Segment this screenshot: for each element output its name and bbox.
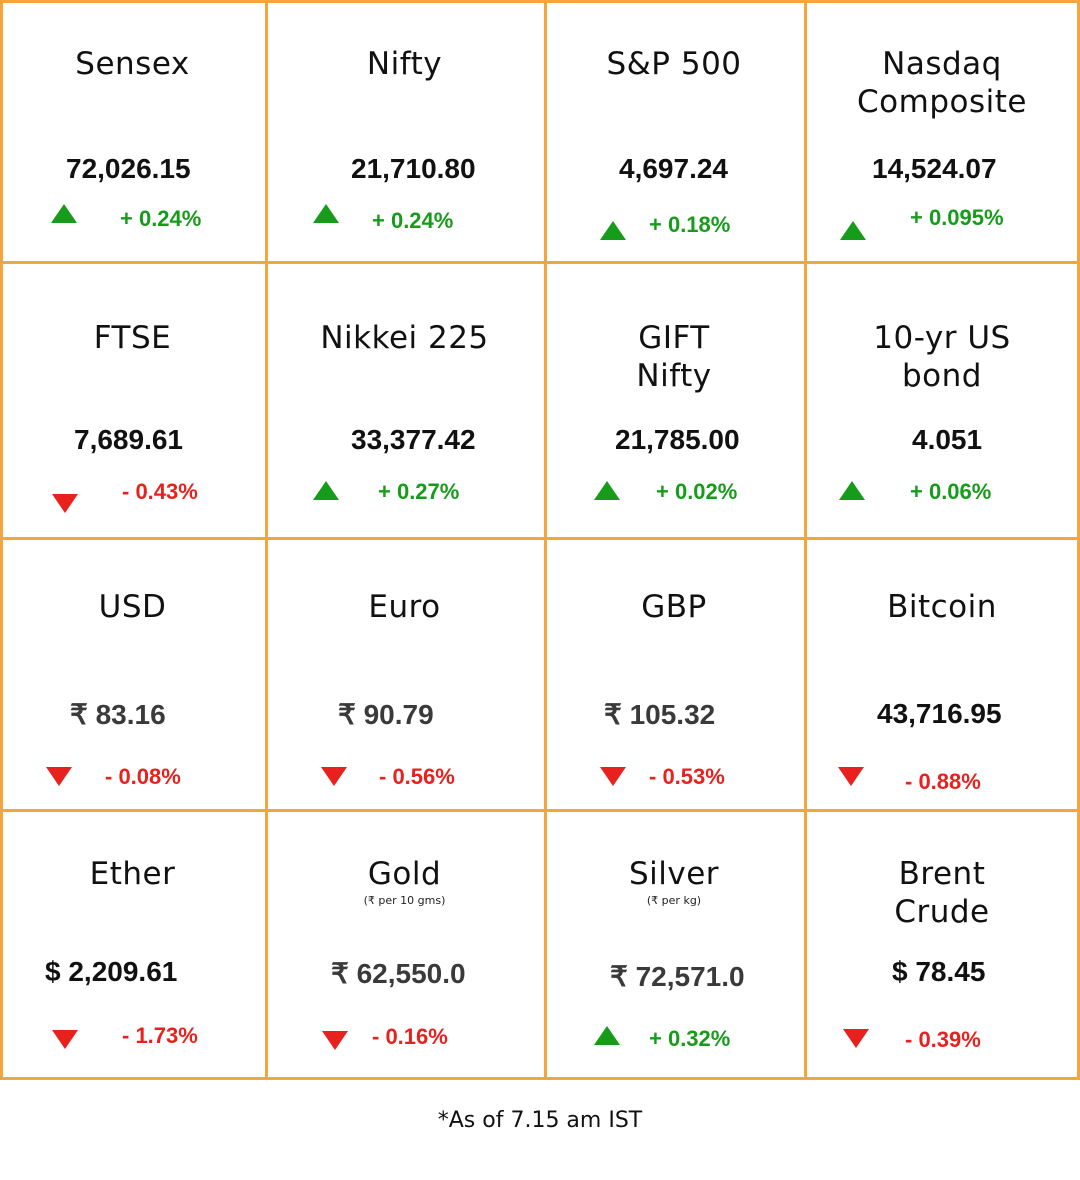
up-arrow-icon bbox=[313, 204, 339, 223]
tile-gbp: GBP ₹ 105.32 - 0.53% bbox=[544, 537, 804, 809]
up-arrow-icon bbox=[840, 221, 866, 240]
tile-title: Sensex bbox=[75, 46, 190, 82]
tile-title: FTSE bbox=[93, 320, 172, 356]
tile-value: ₹ 83.16 bbox=[70, 699, 166, 730]
tile-change: + 0.02% bbox=[656, 479, 738, 504]
tile-title: Nasdaq bbox=[882, 46, 1002, 82]
down-arrow-icon bbox=[600, 767, 626, 786]
tile-title: 10-yr US bbox=[873, 320, 1011, 356]
tile-change: + 0.095% bbox=[910, 205, 1004, 230]
tile-sensex: Sensex 72,026.15 + 0.24% bbox=[0, 0, 265, 261]
tile-value: ₹ 72,571.0 bbox=[610, 961, 745, 992]
tile-title-line2: Nifty bbox=[636, 358, 712, 394]
down-arrow-icon bbox=[52, 1030, 78, 1049]
timestamp-footnote: *As of 7.15 am IST bbox=[437, 1108, 643, 1133]
tile-value: 14,524.07 bbox=[872, 153, 997, 184]
tile-title: GBP bbox=[641, 589, 707, 625]
up-arrow-icon bbox=[594, 481, 620, 500]
tile-euro: Euro ₹ 90.79 - 0.56% bbox=[265, 537, 544, 809]
tile-title: GIFT bbox=[638, 320, 710, 356]
tile-change: - 0.08% bbox=[105, 764, 181, 789]
tile-value: 21,710.80 bbox=[351, 153, 476, 184]
tile-change: - 0.56% bbox=[379, 764, 455, 789]
tile-title-line2: bond bbox=[902, 358, 982, 394]
tile-nikkei: Nikkei 225 33,377.42 + 0.27% bbox=[265, 261, 544, 537]
tile-sp500: S&P 500 4,697.24 + 0.18% bbox=[544, 0, 804, 261]
tile-change: - 0.16% bbox=[372, 1024, 448, 1049]
tile-change: - 0.39% bbox=[905, 1027, 981, 1052]
tile-title: Euro bbox=[368, 589, 441, 625]
tile-us-bond: 10-yr US bond 4.051 + 0.06% bbox=[804, 261, 1080, 537]
grid-line bbox=[0, 261, 1080, 264]
tile-change: - 0.88% bbox=[905, 769, 981, 794]
tile-change: + 0.06% bbox=[910, 479, 992, 504]
tile-value: $ 78.45 bbox=[892, 956, 986, 987]
grid-line bbox=[265, 0, 268, 1080]
tile-value: ₹ 105.32 bbox=[604, 699, 716, 730]
tile-value: ₹ 62,550.0 bbox=[331, 958, 466, 989]
up-arrow-icon bbox=[600, 221, 626, 240]
up-arrow-icon bbox=[313, 481, 339, 500]
grid-line bbox=[0, 1077, 1080, 1080]
tile-unit: (₹ per kg) bbox=[646, 894, 702, 907]
tile-change: + 0.18% bbox=[649, 212, 731, 237]
tile-change: - 0.43% bbox=[122, 479, 198, 504]
tile-unit: (₹ per 10 gms) bbox=[363, 894, 446, 907]
up-arrow-icon bbox=[594, 1026, 620, 1045]
tile-title: Bitcoin bbox=[887, 589, 997, 625]
tile-change: - 0.53% bbox=[649, 764, 725, 789]
tile-value: ₹ 90.79 bbox=[338, 699, 434, 730]
tile-value: 33,377.42 bbox=[351, 424, 476, 455]
down-arrow-icon bbox=[843, 1029, 869, 1048]
tile-value: 72,026.15 bbox=[66, 153, 191, 184]
tile-gift-nifty: GIFT Nifty 21,785.00 + 0.02% bbox=[544, 261, 804, 537]
down-arrow-icon bbox=[838, 767, 864, 786]
tile-value: 21,785.00 bbox=[615, 424, 740, 455]
grid-line bbox=[0, 537, 1080, 540]
tile-value: 4.051 bbox=[912, 424, 983, 455]
grid-line bbox=[804, 0, 807, 1080]
tile-bitcoin: Bitcoin 43,716.95 - 0.88% bbox=[804, 537, 1080, 809]
tile-title: Nifty bbox=[366, 46, 443, 82]
tile-brent-crude: Brent Crude $ 78.45 - 0.39% bbox=[804, 809, 1080, 1077]
market-tiles-grid: Sensex 72,026.15 + 0.24% Nifty 21,710.80… bbox=[0, 0, 1080, 1080]
tile-title: Nikkei 225 bbox=[320, 320, 489, 356]
tile-change: - 1.73% bbox=[122, 1023, 198, 1048]
tile-title: Brent bbox=[898, 856, 986, 892]
tile-change: + 0.24% bbox=[372, 208, 454, 233]
grid-line bbox=[1077, 0, 1080, 1080]
tile-usd: USD ₹ 83.16 - 0.08% bbox=[0, 537, 265, 809]
tile-title: S&P 500 bbox=[606, 46, 742, 82]
tile-ftse: FTSE 7,689.61 - 0.43% bbox=[0, 261, 265, 537]
tile-nifty: Nifty 21,710.80 + 0.24% bbox=[265, 0, 544, 261]
grid-line bbox=[0, 0, 1080, 3]
tile-gold: Gold (₹ per 10 gms) ₹ 62,550.0 - 0.16% bbox=[265, 809, 544, 1077]
tile-title: USD bbox=[98, 589, 167, 625]
up-arrow-icon bbox=[839, 481, 865, 500]
tile-value: 4,697.24 bbox=[619, 153, 728, 184]
tile-change: + 0.24% bbox=[120, 206, 202, 231]
tile-change: + 0.32% bbox=[649, 1026, 731, 1051]
tile-value: 7,689.61 bbox=[74, 424, 183, 455]
tile-value: 43,716.95 bbox=[877, 698, 1002, 729]
tile-title: Silver bbox=[628, 856, 720, 892]
down-arrow-icon bbox=[322, 1031, 348, 1050]
down-arrow-icon bbox=[321, 767, 347, 786]
tile-title-line2: Crude bbox=[894, 894, 990, 930]
tile-value: $ 2,209.61 bbox=[45, 956, 178, 987]
tile-nasdaq: Nasdaq Composite 14,524.07 + 0.095% bbox=[804, 0, 1080, 261]
grid-line bbox=[544, 0, 547, 1080]
grid-line bbox=[0, 0, 3, 1080]
grid-line bbox=[0, 809, 1080, 812]
up-arrow-icon bbox=[51, 204, 77, 223]
tile-title: Ether bbox=[89, 856, 176, 892]
tile-change: + 0.27% bbox=[378, 479, 460, 504]
tile-title: Gold bbox=[367, 856, 442, 892]
tile-silver: Silver (₹ per kg) ₹ 72,571.0 + 0.32% bbox=[544, 809, 804, 1077]
tile-title-line2: Composite bbox=[857, 84, 1027, 120]
down-arrow-icon bbox=[46, 767, 72, 786]
tile-ether: Ether $ 2,209.61 - 1.73% bbox=[0, 809, 265, 1077]
down-arrow-icon bbox=[52, 494, 78, 513]
